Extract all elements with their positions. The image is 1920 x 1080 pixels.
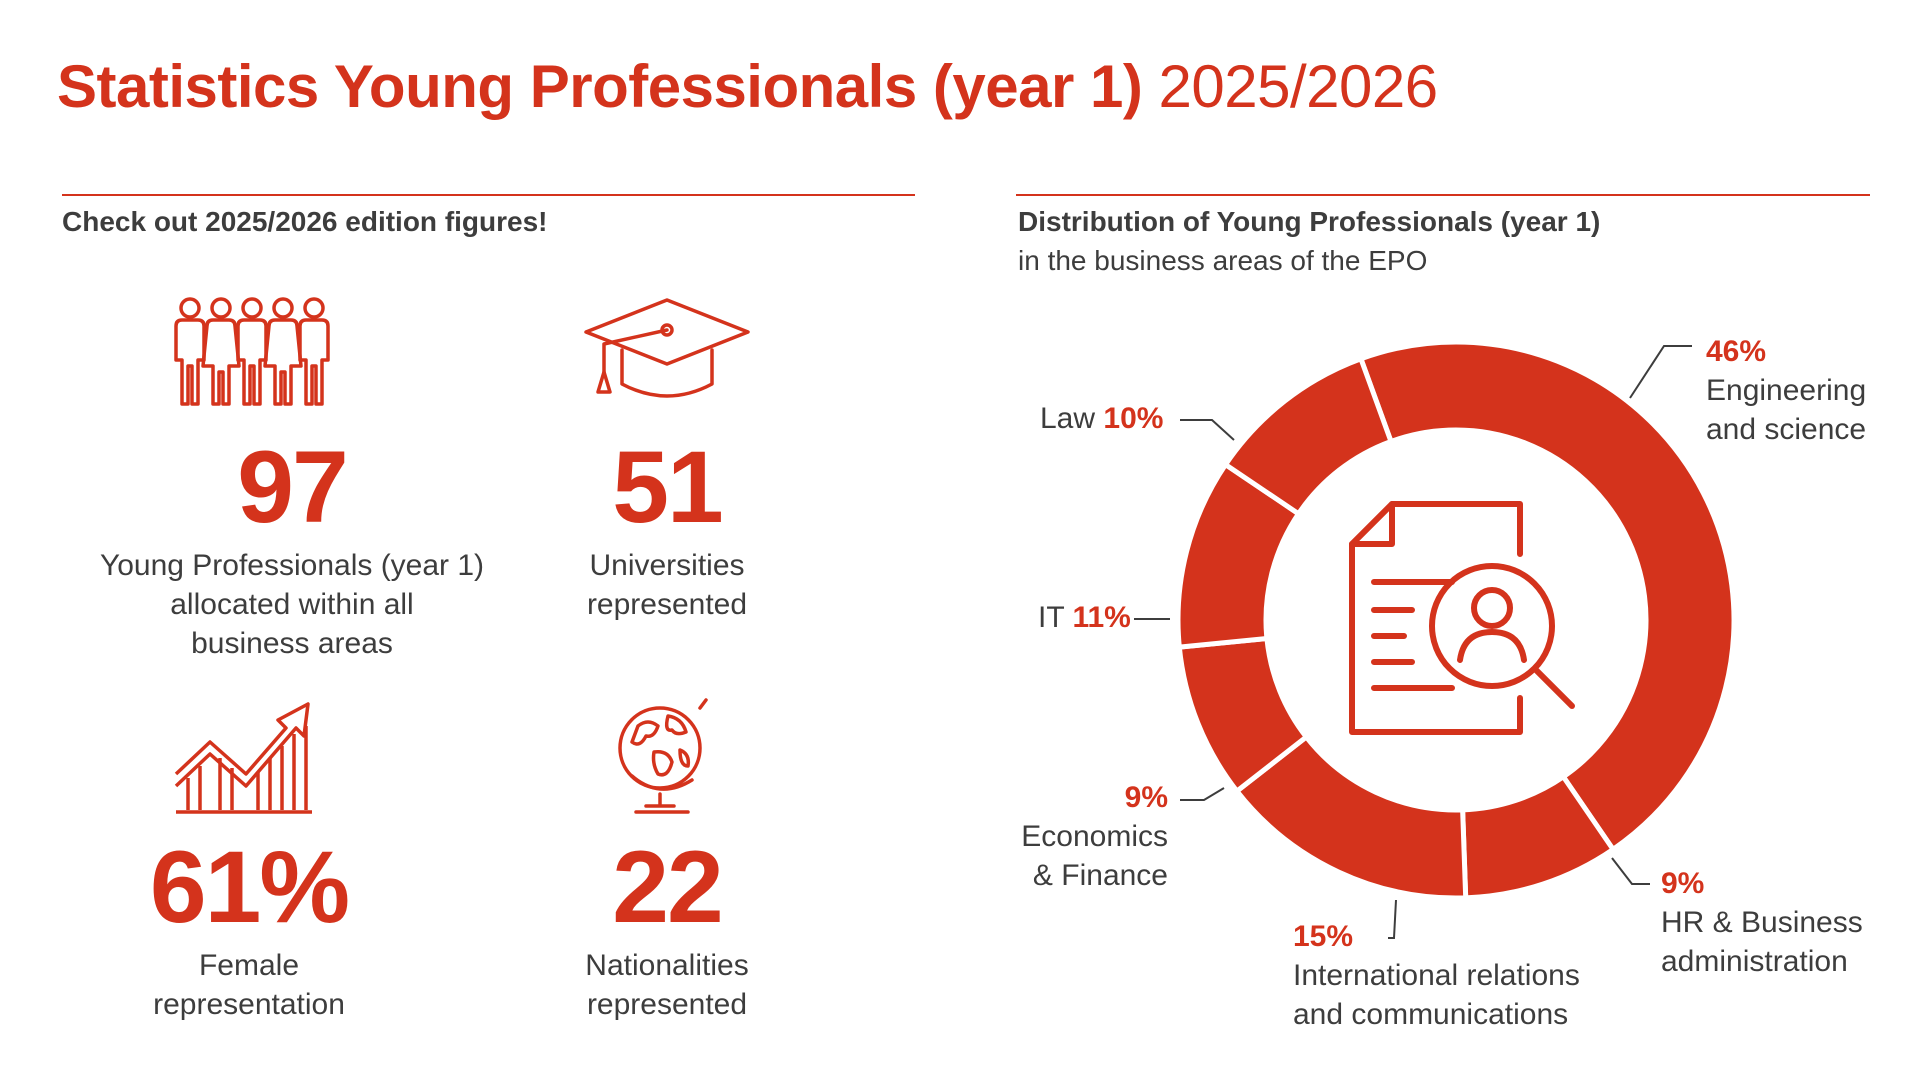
callout-label: and science (1706, 413, 1867, 446)
callout-label: International relations (1293, 959, 1580, 992)
callout-value: 15% (1293, 920, 1354, 953)
growth-chart-icon (174, 702, 312, 814)
callout-economics: 9% Economics & Finance (978, 778, 1168, 895)
stat-label-line: Universities (589, 549, 745, 582)
callout-hr: 9% HR & Business administration (1661, 864, 1863, 981)
callout-value: 46% (1706, 335, 1767, 368)
title-main: Statistics Young Professionals (year 1) (57, 53, 1143, 120)
callout-value: 9% (1124, 781, 1168, 814)
globe-icon (618, 698, 708, 814)
stat-label-line: Female (198, 949, 300, 982)
callout-law: Law 10% (1040, 399, 1163, 438)
callout-it: IT 11% (1038, 598, 1131, 637)
callout-label: and communications (1293, 998, 1569, 1031)
callout-label: Economics (1021, 820, 1168, 853)
right-divider (1016, 194, 1870, 196)
callout-label: & Finance (1032, 859, 1168, 892)
stat-young-professionals: 97 Young Professionals (year 1) allocate… (82, 436, 502, 663)
callout-value: 11% (1072, 601, 1131, 634)
graduation-cap-icon (584, 298, 750, 398)
stat-label: Nationalities represented (517, 946, 817, 1024)
people-group-icon (174, 297, 330, 406)
stat-number: 61% (149, 830, 350, 944)
callout-label: HR & Business (1661, 906, 1863, 939)
stat-label-line: representation (153, 988, 345, 1021)
stat-number: 22 (612, 830, 723, 944)
document-search-icon (1349, 501, 1575, 735)
stat-label: Female representation (94, 946, 404, 1024)
donut-slice-5 (1222, 355, 1395, 518)
callout-international: 15% International relations and communic… (1293, 917, 1580, 1034)
callout-label: administration (1661, 945, 1848, 978)
donut-slice-0 (1357, 339, 1737, 853)
stat-label-line: represented (586, 988, 748, 1021)
callout-label: Engineering (1706, 374, 1867, 407)
stat-nationalities: 22 Nationalities represented (517, 836, 817, 1024)
stat-label-line: Young Professionals (year 1) (99, 549, 485, 582)
callout-engineering: 46% Engineering and science (1706, 332, 1866, 449)
page-title: Statistics Young Professionals (year 1) … (57, 52, 1438, 121)
stat-universities: 51 Universities represented (517, 436, 817, 624)
callout-label: IT (1038, 601, 1065, 634)
title-year: 2025/2026 (1158, 53, 1439, 120)
stat-label-line: Nationalities (585, 949, 749, 982)
right-heading: Distribution of Young Professionals (yea… (1018, 206, 1601, 237)
stat-label-line: represented (586, 588, 748, 621)
stat-label-line: business areas (191, 627, 393, 660)
stat-number: 97 (237, 430, 348, 544)
right-subheading: in the business areas of the EPO (1018, 245, 1428, 276)
left-heading: Check out 2025/2026 edition figures! (62, 206, 548, 237)
stat-label-line: allocated within all (170, 588, 414, 621)
stat-label: Universities represented (517, 546, 817, 624)
callout-value: 9% (1661, 867, 1705, 900)
stat-label: Young Professionals (year 1) allocated w… (82, 546, 502, 663)
callout-label: Law (1040, 402, 1096, 435)
stat-number: 51 (612, 430, 723, 544)
stat-female-representation: 61% Female representation (94, 836, 404, 1024)
left-divider (62, 194, 915, 196)
callout-value: 10% (1103, 402, 1164, 435)
